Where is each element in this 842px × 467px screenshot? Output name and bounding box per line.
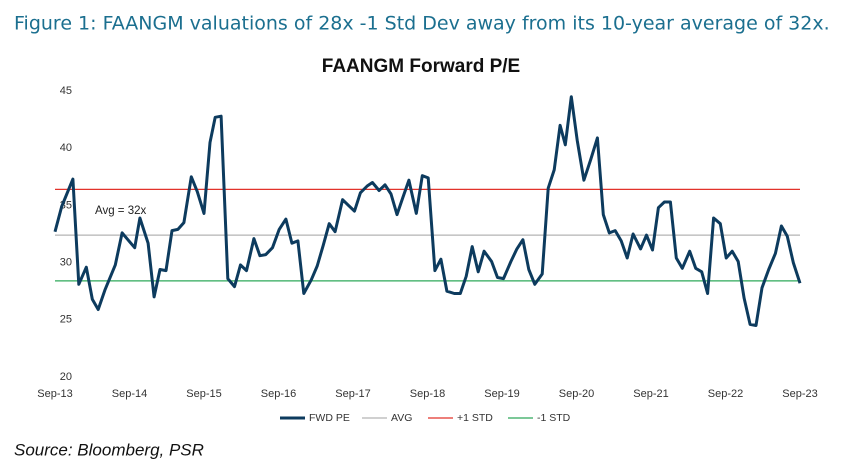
y-tick-label: 45 — [60, 85, 72, 97]
x-tick-label: Sep-17 — [335, 388, 370, 400]
y-tick-label: 40 — [60, 142, 72, 154]
source: Source: Bloomberg, PSR — [14, 440, 204, 459]
x-tick-label: Sep-23 — [782, 388, 817, 400]
caption: Figure 1: FAANGM valuations of 28x -1 St… — [14, 13, 830, 35]
legend-label: -1 STD — [537, 412, 571, 424]
legend-label: FWD PE — [309, 412, 350, 424]
x-tick-label: Sep-16 — [261, 388, 296, 400]
x-tick-label: Sep-15 — [186, 388, 221, 400]
x-tick-label: Sep-21 — [633, 388, 668, 400]
legend-label: AVG — [391, 412, 412, 424]
y-tick-label: 20 — [60, 371, 72, 383]
y-tick-label: 30 — [60, 257, 72, 269]
x-tick-label: Sep-14 — [112, 388, 147, 400]
series-line — [53, 95, 802, 327]
x-tick-label: Sep-22 — [708, 388, 743, 400]
legend-label: +1 STD — [457, 412, 493, 424]
x-tick-label: Sep-13 — [37, 388, 72, 400]
y-tick-label: 25 — [60, 314, 72, 326]
annotation: Avg = 32x — [95, 205, 147, 217]
x-tick-label: Sep-19 — [484, 388, 519, 400]
x-tick-label: Sep-18 — [410, 388, 445, 400]
x-tick-label: Sep-20 — [559, 388, 594, 400]
chart-title: FAANGM Forward P/E — [322, 56, 520, 77]
